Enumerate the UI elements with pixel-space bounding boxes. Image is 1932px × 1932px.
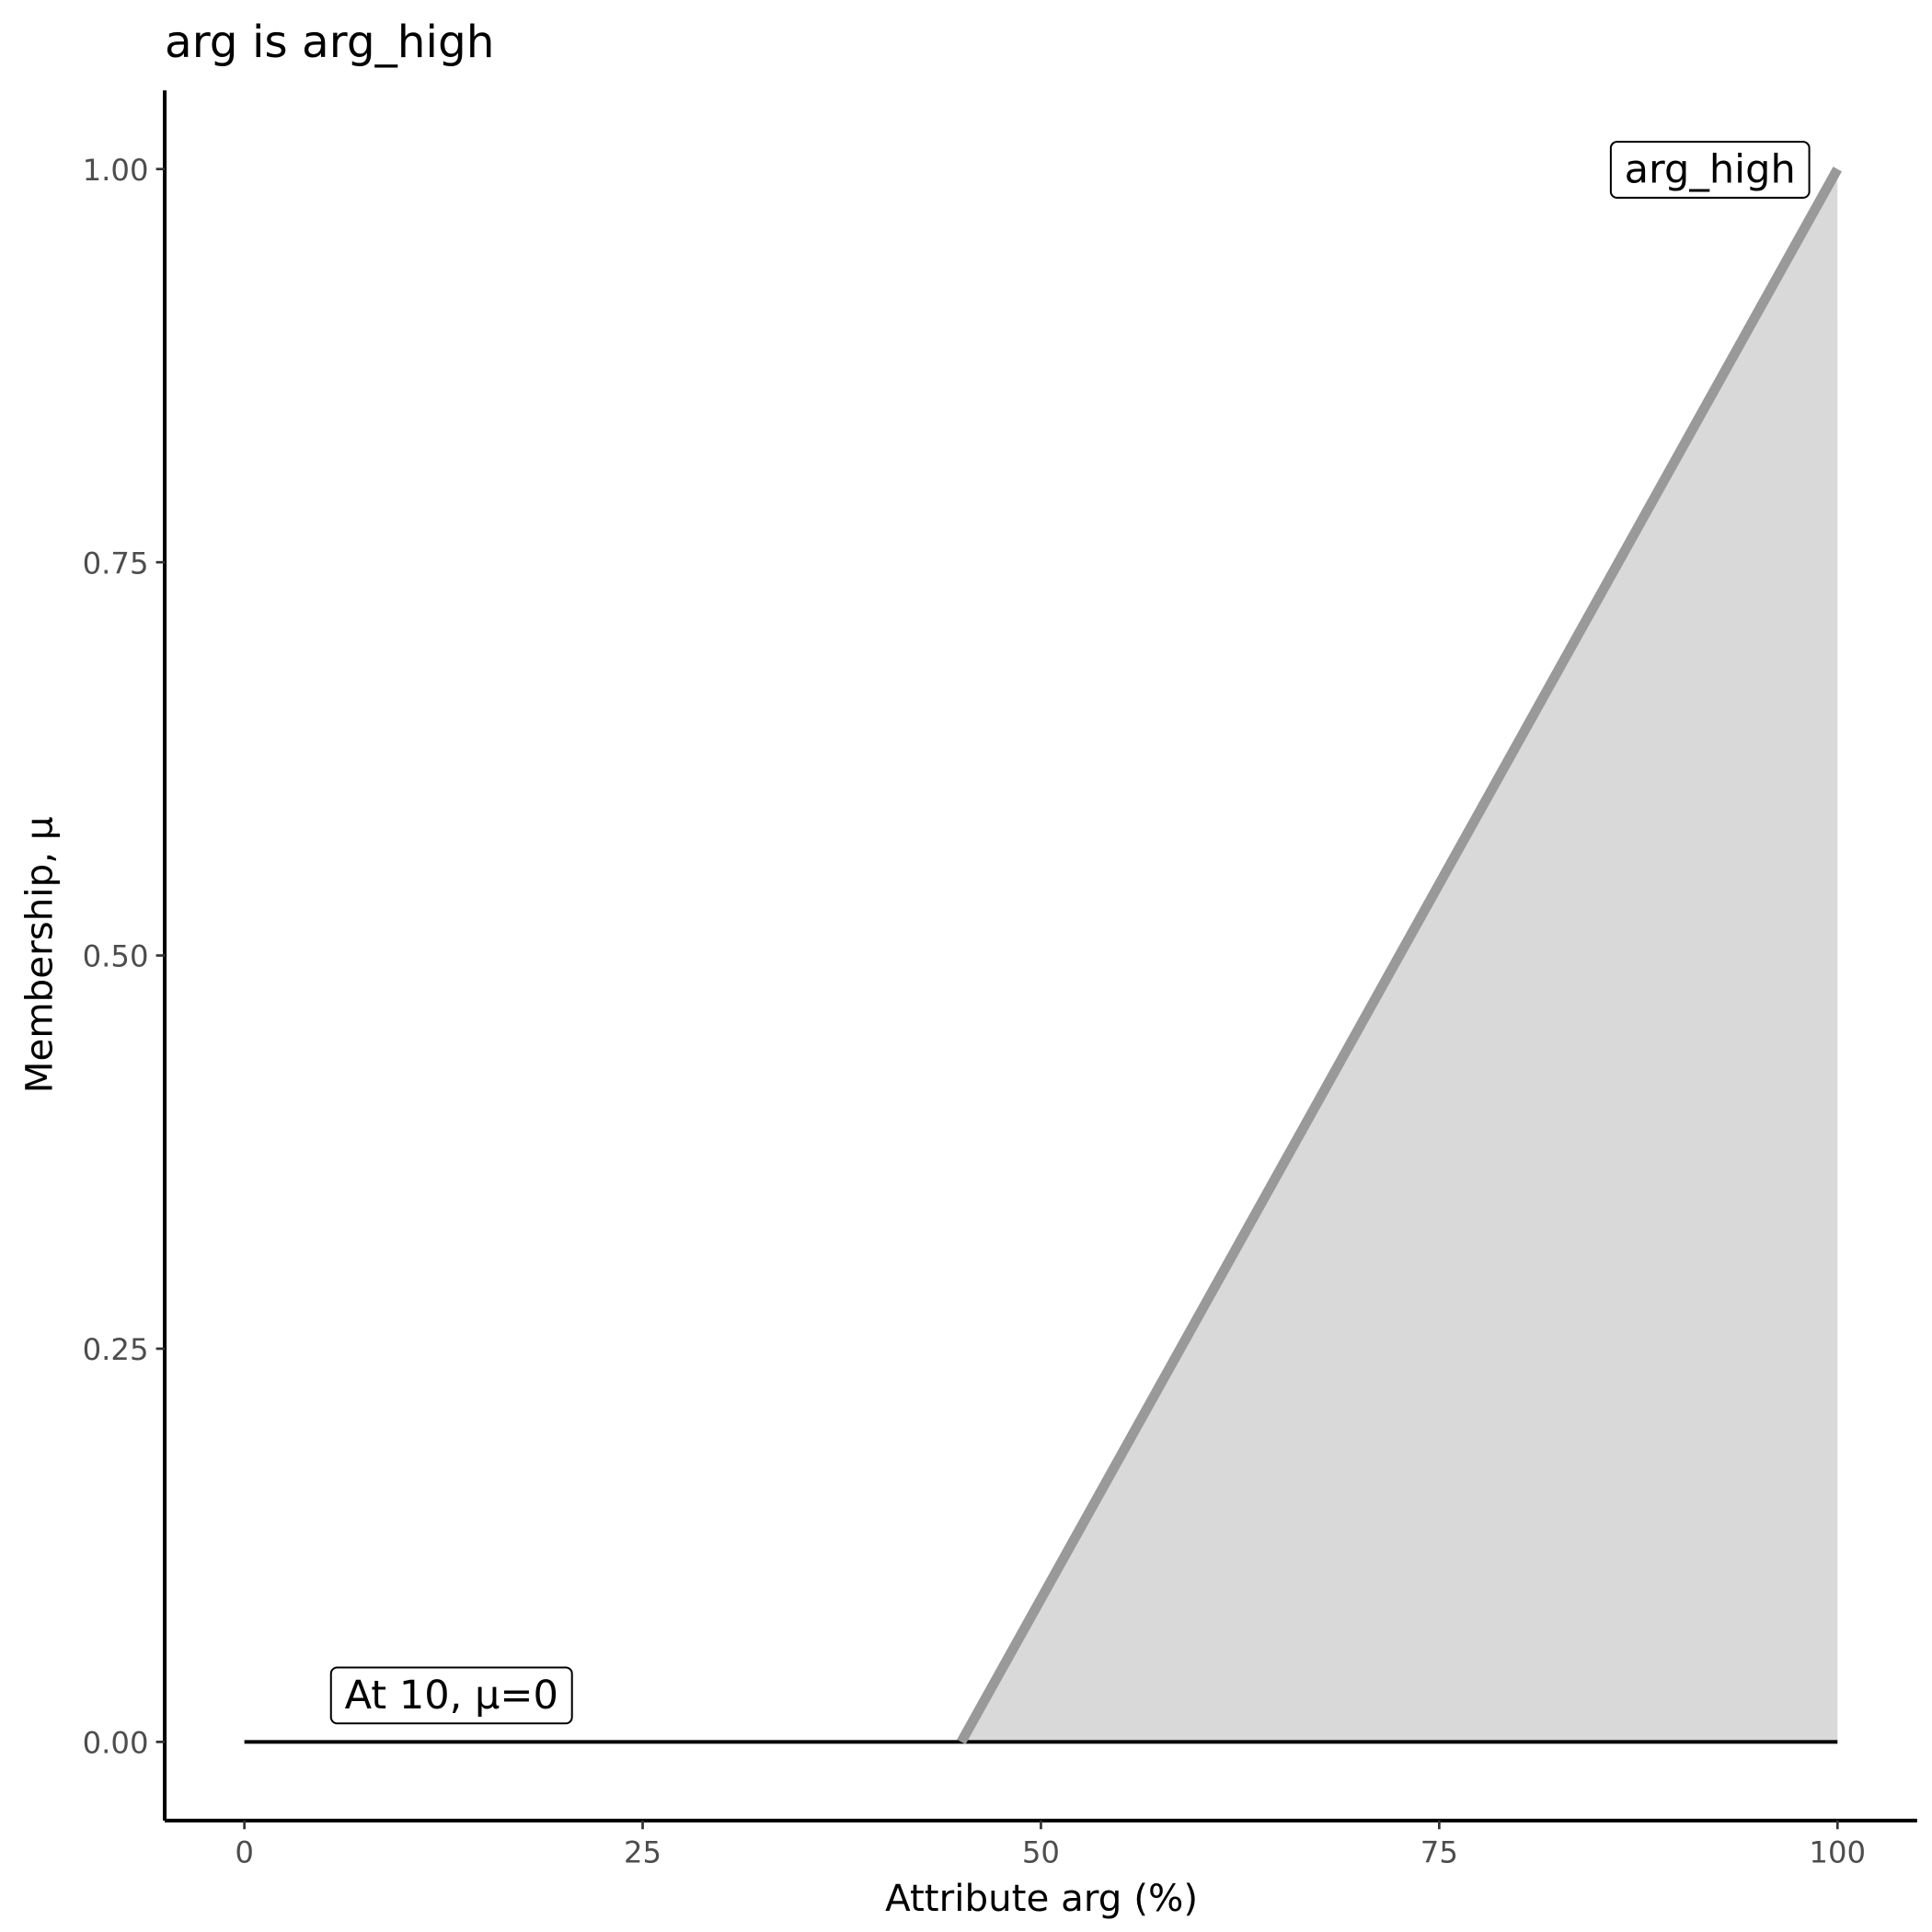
x-tick-label: 100 bbox=[1809, 1835, 1866, 1870]
y-tick-label: 0.50 bbox=[83, 939, 149, 974]
x-tick-label: 0 bbox=[235, 1835, 254, 1870]
annotation-box bbox=[329, 1666, 573, 1725]
x-tick-label: 75 bbox=[1420, 1835, 1458, 1870]
y-axis-title: Membership, μ bbox=[18, 816, 62, 1093]
y-tick-label: 0.75 bbox=[83, 546, 149, 581]
x-axis-title: Attribute arg (%) bbox=[885, 1877, 1198, 1920]
x-tick-label: 50 bbox=[1022, 1835, 1060, 1870]
membership-line bbox=[957, 167, 1842, 1744]
x-tick-label: 25 bbox=[624, 1835, 661, 1870]
annotation-label: arg_high bbox=[1625, 147, 1796, 193]
annotation-box bbox=[1609, 141, 1811, 199]
y-tick-label: 0.00 bbox=[83, 1725, 149, 1760]
annotation-label: At 10, μ=0 bbox=[345, 1673, 558, 1719]
y-tick-label: 1.00 bbox=[83, 153, 149, 188]
y-tick-label: 0.25 bbox=[83, 1332, 149, 1367]
chart-title: arg is arg_high bbox=[165, 17, 494, 68]
